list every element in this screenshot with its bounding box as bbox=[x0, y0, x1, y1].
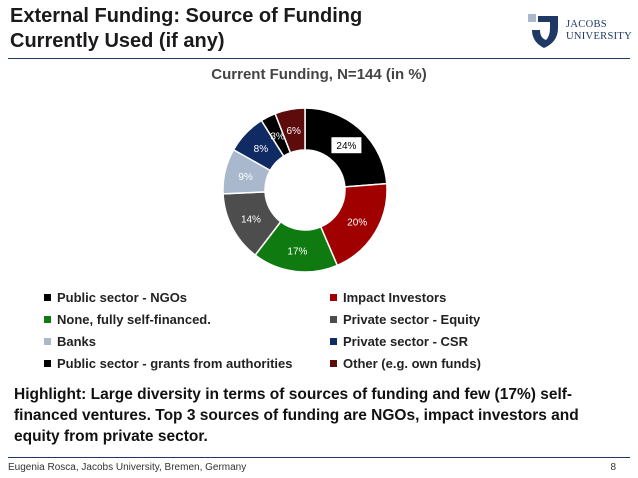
data-label-3: 17% bbox=[287, 247, 307, 258]
legend-swatch bbox=[44, 294, 51, 302]
legend-label: Banks bbox=[57, 334, 97, 349]
footer-text: Eugenia Rosca, Jacobs University, Bremen… bbox=[8, 462, 247, 473]
legend-label: Public sector - NGOs bbox=[57, 290, 188, 305]
logo-line2: UNIVERSITY bbox=[566, 31, 632, 42]
legend-label: Private sector - CSR bbox=[343, 334, 468, 349]
legend-swatch bbox=[330, 360, 337, 368]
legend-label: Other (e.g. own funds) bbox=[343, 356, 481, 371]
legend-item-1: Public sector - NGOs bbox=[44, 290, 187, 305]
data-label-8: 6% bbox=[286, 126, 301, 137]
legend-swatch bbox=[330, 294, 337, 302]
legend-item-8: Other (e.g. own funds) bbox=[330, 356, 481, 371]
highlight-text: Highlight: Large diversity in terms of s… bbox=[14, 386, 579, 445]
logo-shield-mark bbox=[532, 16, 558, 48]
data-label-6: 8% bbox=[254, 144, 269, 155]
chart-title: Current Funding, N=144 (in %) bbox=[211, 66, 427, 83]
legend-item-3: None, fully self-financed. bbox=[44, 312, 211, 327]
data-label-7: 3% bbox=[270, 132, 285, 143]
legend-label: None, fully self-financed. bbox=[57, 312, 211, 327]
logo-square-mark bbox=[528, 14, 536, 22]
legend-swatch bbox=[44, 316, 51, 324]
donut-chart: 24% 20% 17% 14% 9% 8%3% 6% bbox=[222, 107, 388, 273]
legend-label: Private sector - Equity bbox=[343, 312, 481, 327]
legend-label: Public sector - grants from authorities bbox=[57, 356, 293, 371]
page-number: 8 bbox=[610, 462, 616, 473]
legend-swatch bbox=[44, 338, 51, 346]
legend-swatch bbox=[44, 360, 51, 368]
header-divider bbox=[8, 58, 630, 59]
legend-item-6: Private sector - CSR bbox=[330, 334, 468, 349]
data-label-bg bbox=[331, 137, 362, 154]
legend-item-2: Impact Investors bbox=[330, 290, 446, 305]
jacobs-logo bbox=[528, 14, 558, 48]
logo-line1: JACOBS bbox=[566, 19, 607, 30]
footer-divider bbox=[8, 457, 630, 458]
legend-swatch bbox=[330, 316, 337, 324]
legend-item-5: Banks bbox=[44, 334, 96, 349]
logo-text: JACOBS UNIVERSITY bbox=[566, 19, 632, 43]
donut-slice-8 bbox=[274, 107, 306, 154]
data-label-5: 9% bbox=[238, 172, 253, 183]
data-label-4: 14% bbox=[241, 214, 261, 225]
data-label-2: 20% bbox=[347, 218, 367, 229]
legend-swatch bbox=[330, 338, 337, 346]
legend-item-7: Public sector - grants from authorities bbox=[44, 356, 293, 371]
legend-label: Impact Investors bbox=[343, 290, 447, 305]
legend-item-4: Private sector - Equity bbox=[330, 312, 480, 327]
data-label-1: 24% bbox=[336, 141, 356, 152]
slide-title: External Funding: Source of Funding Curr… bbox=[10, 5, 363, 52]
